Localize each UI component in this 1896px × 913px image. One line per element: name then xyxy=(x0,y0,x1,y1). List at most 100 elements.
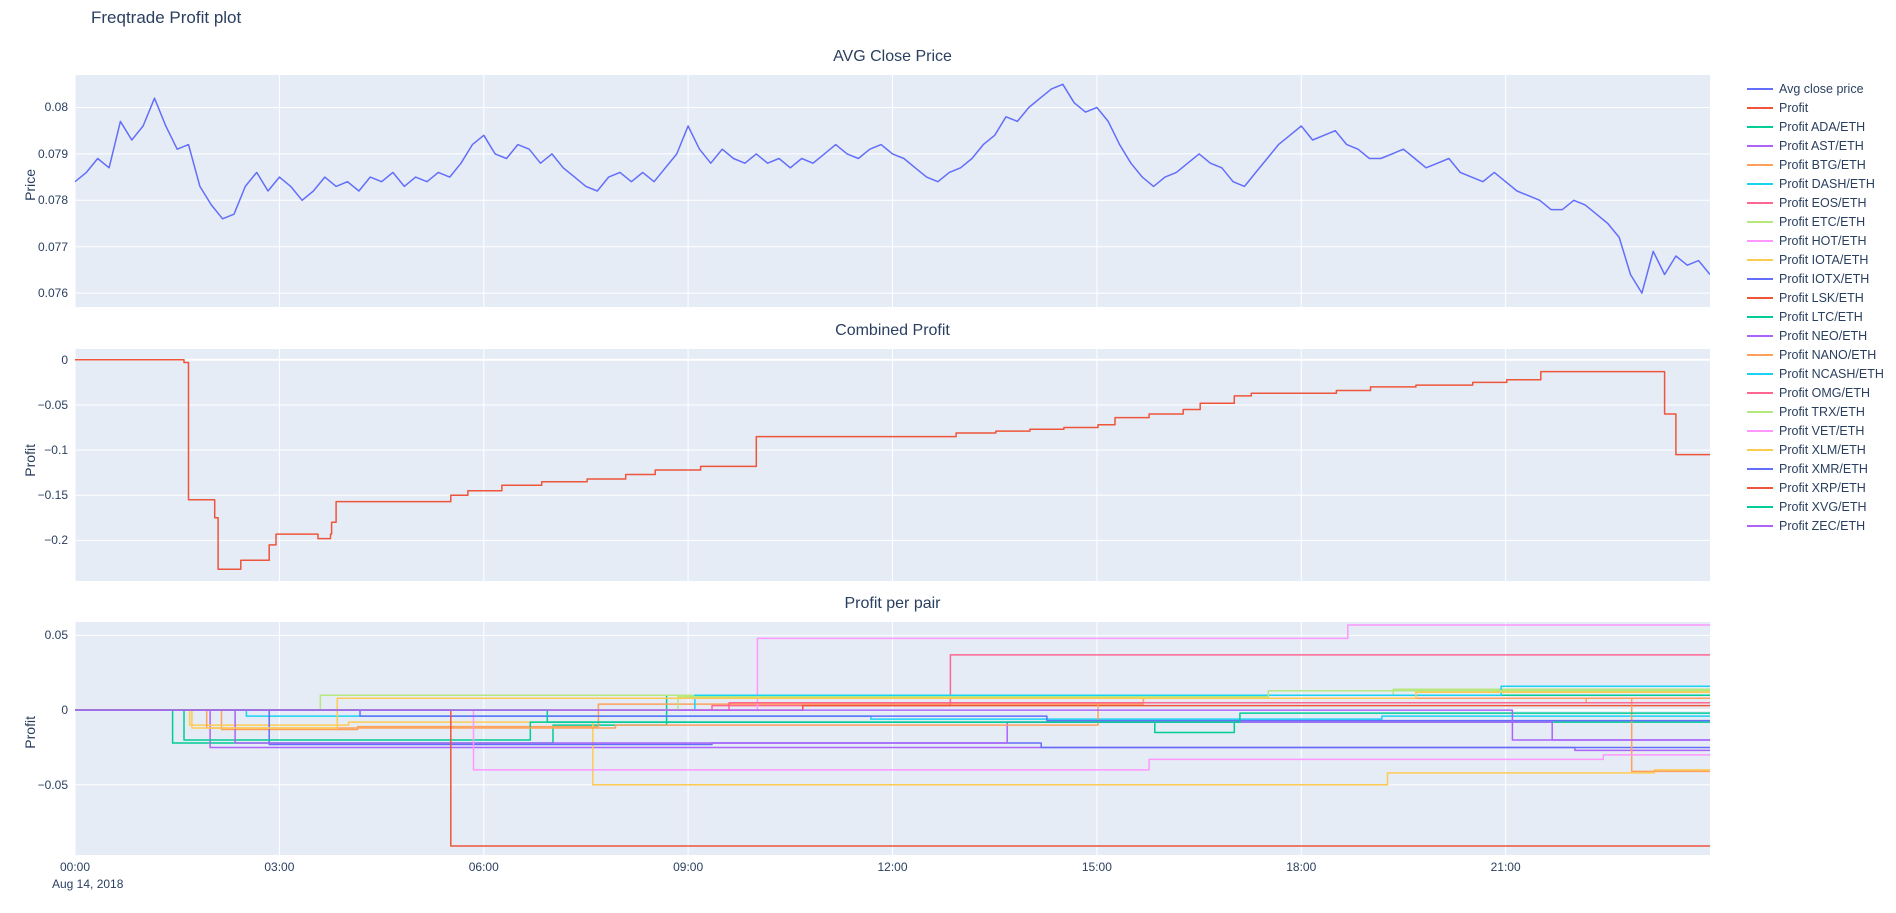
legend-label: Profit OMG/ETH xyxy=(1779,385,1870,400)
legend-label: Profit BTG/ETH xyxy=(1779,157,1866,172)
figure-title: Freqtrade Profit plot xyxy=(91,8,242,27)
y-tick-label: 0.05 xyxy=(44,628,68,643)
legend-label: Profit XLM/ETH xyxy=(1779,442,1866,457)
legend-label: Profit NCASH/ETH xyxy=(1779,366,1884,381)
legend-label: Profit VET/ETH xyxy=(1779,423,1865,438)
legend-line-swatch xyxy=(1747,391,1773,394)
legend-line-swatch xyxy=(1747,125,1773,128)
combined-profit-chart[interactable] xyxy=(75,349,1710,581)
avg-close-price-chart[interactable] xyxy=(75,75,1710,307)
y-tick-label: −0.1 xyxy=(44,443,68,458)
y-tick-label: 0.076 xyxy=(37,286,68,301)
legend-line-swatch xyxy=(1747,182,1773,185)
legend-item-avg-close-price[interactable]: Avg close price xyxy=(1747,79,1884,98)
x-tick-label: 06:00 xyxy=(468,860,499,874)
y-tick-label: −0.05 xyxy=(37,397,68,412)
legend-item-profit-btg-eth[interactable]: Profit BTG/ETH xyxy=(1747,155,1884,174)
legend-label: Profit NANO/ETH xyxy=(1779,347,1877,362)
x-tick-label: 21:00 xyxy=(1490,860,1521,874)
legend-label: Avg close price xyxy=(1779,81,1864,96)
legend-line-swatch xyxy=(1747,486,1773,489)
x-tick-label: 03:00 xyxy=(264,860,295,874)
legend-label: Profit XVG/ETH xyxy=(1779,499,1867,514)
legend-item-profit-eos-eth[interactable]: Profit EOS/ETH xyxy=(1747,193,1884,212)
y-tick-label: 0.08 xyxy=(44,100,68,115)
legend-item-profit-lsk-eth[interactable]: Profit LSK/ETH xyxy=(1747,288,1884,307)
x-tick-label: 12:00 xyxy=(877,860,908,874)
legend-line-swatch xyxy=(1747,87,1773,90)
legend-item-profit-ada-eth[interactable]: Profit ADA/ETH xyxy=(1747,117,1884,136)
legend-item-profit-trx-eth[interactable]: Profit TRX/ETH xyxy=(1747,402,1884,421)
legend-label: Profit XMR/ETH xyxy=(1779,461,1868,476)
legend-item-profit-hot-eth[interactable]: Profit HOT/ETH xyxy=(1747,231,1884,250)
legend-label: Profit IOTX/ETH xyxy=(1779,271,1870,286)
x-tick-label: 09:00 xyxy=(673,860,704,874)
profit-per-pair-chart[interactable] xyxy=(75,622,1710,855)
x-tick-label: 18:00 xyxy=(1286,860,1317,874)
legend-item-profit[interactable]: Profit xyxy=(1747,98,1884,117)
legend-label: Profit DASH/ETH xyxy=(1779,176,1875,191)
legend-line-swatch xyxy=(1747,505,1773,508)
legend-item-profit-neo-eth[interactable]: Profit NEO/ETH xyxy=(1747,326,1884,345)
legend-label: Profit xyxy=(1779,100,1809,115)
legend-line-swatch xyxy=(1747,334,1773,337)
legend-item-profit-ncash-eth[interactable]: Profit NCASH/ETH xyxy=(1747,364,1884,383)
legend-line-swatch xyxy=(1747,296,1773,299)
legend-item-profit-xvg-eth[interactable]: Profit XVG/ETH xyxy=(1747,497,1884,516)
legend-line-swatch xyxy=(1747,277,1773,280)
legend-label: Profit TRX/ETH xyxy=(1779,404,1865,419)
legend-item-profit-xrp-eth[interactable]: Profit XRP/ETH xyxy=(1747,478,1884,497)
y-tick-label: 0.079 xyxy=(37,146,68,161)
x-axis-date-label: Aug 14, 2018 xyxy=(52,877,124,891)
y-tick-label: 0 xyxy=(61,703,68,718)
legend-item-profit-nano-eth[interactable]: Profit NANO/ETH xyxy=(1747,345,1884,364)
legend-line-swatch xyxy=(1747,163,1773,166)
legend-label: Profit LTC/ETH xyxy=(1779,309,1863,324)
legend-label: Profit ETC/ETH xyxy=(1779,214,1866,229)
legend-item-profit-xmr-eth[interactable]: Profit XMR/ETH xyxy=(1747,459,1884,478)
y-tick-label: −0.2 xyxy=(44,533,68,548)
legend-item-profit-ltc-eth[interactable]: Profit LTC/ETH xyxy=(1747,307,1884,326)
subplot-title-combined-profit: Combined Profit xyxy=(835,322,950,339)
legend-item-profit-etc-eth[interactable]: Profit ETC/ETH xyxy=(1747,212,1884,231)
legend-line-swatch xyxy=(1747,106,1773,109)
x-tick-label: 00:00 xyxy=(59,860,91,874)
legend-label: Profit IOTA/ETH xyxy=(1779,252,1869,267)
legend-label: Profit LSK/ETH xyxy=(1779,290,1864,305)
legend-label: Profit XRP/ETH xyxy=(1779,480,1866,495)
legend-item-profit-zec-eth[interactable]: Profit ZEC/ETH xyxy=(1747,516,1884,535)
subplot-title-avg-close-price: AVG Close Price xyxy=(833,48,952,65)
legend-label: Profit NEO/ETH xyxy=(1779,328,1868,343)
legend-label: Profit EOS/ETH xyxy=(1779,195,1867,210)
legend-line-swatch xyxy=(1747,410,1773,413)
legend-line-swatch xyxy=(1747,372,1773,375)
legend-item-profit-vet-eth[interactable]: Profit VET/ETH xyxy=(1747,421,1884,440)
legend-item-profit-iotx-eth[interactable]: Profit IOTX/ETH xyxy=(1747,269,1884,288)
plot-area-avg-close-price[interactable] xyxy=(75,75,1710,307)
y-axis-title-profit-per-pair: Profit xyxy=(22,716,38,749)
legend-item-profit-xlm-eth[interactable]: Profit XLM/ETH xyxy=(1747,440,1884,459)
legend-label: Profit ZEC/ETH xyxy=(1779,518,1866,533)
legend-label: Profit AST/ETH xyxy=(1779,138,1864,153)
y-tick-label: −0.05 xyxy=(37,777,68,792)
y-tick-label: −0.15 xyxy=(37,488,68,503)
legend-line-swatch xyxy=(1747,524,1773,527)
legend-item-profit-dash-eth[interactable]: Profit DASH/ETH xyxy=(1747,174,1884,193)
legend: Avg close price Profit Profit ADA/ETH Profi… xyxy=(1747,79,1884,535)
legend-item-profit-ast-eth[interactable]: Profit AST/ETH xyxy=(1747,136,1884,155)
plot-area-profit-per-pair[interactable] xyxy=(75,622,1710,855)
legend-label: Profit ADA/ETH xyxy=(1779,119,1866,134)
legend-line-swatch xyxy=(1747,220,1773,223)
legend-line-swatch xyxy=(1747,201,1773,204)
plot-area-combined-profit[interactable] xyxy=(75,349,1710,581)
legend-item-profit-omg-eth[interactable]: Profit OMG/ETH xyxy=(1747,383,1884,402)
y-tick-label: 0 xyxy=(61,352,68,367)
legend-line-swatch xyxy=(1747,239,1773,242)
x-tick-label: 15:00 xyxy=(1081,860,1112,874)
y-tick-label: 0.077 xyxy=(37,239,68,254)
legend-line-swatch xyxy=(1747,467,1773,470)
legend-item-profit-iota-eth[interactable]: Profit IOTA/ETH xyxy=(1747,250,1884,269)
legend-line-swatch xyxy=(1747,258,1773,261)
subplot-title-profit-per-pair: Profit per pair xyxy=(844,595,941,612)
legend-line-swatch xyxy=(1747,448,1773,451)
